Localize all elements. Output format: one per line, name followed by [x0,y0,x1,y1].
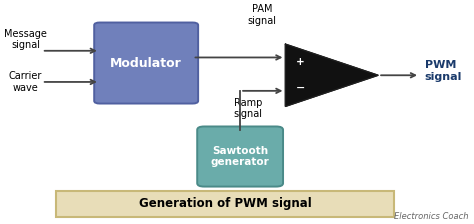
Polygon shape [285,44,378,106]
Text: Carrier
wave: Carrier wave [9,71,42,93]
Text: Generation of PWM signal: Generation of PWM signal [139,197,311,210]
Text: +: + [296,57,305,67]
Text: Modulator: Modulator [110,56,182,69]
Text: PWM
signal: PWM signal [425,60,462,82]
FancyBboxPatch shape [94,22,198,103]
Text: Electronics Coach: Electronics Coach [394,212,469,221]
Text: Sawtooth
generator: Sawtooth generator [211,146,270,167]
Text: Message
signal: Message signal [4,29,47,50]
Text: Ramp
signal: Ramp signal [234,98,263,119]
Text: PAM
signal: PAM signal [248,4,277,26]
Text: −: − [295,83,305,93]
FancyBboxPatch shape [197,127,283,187]
FancyBboxPatch shape [55,191,394,217]
